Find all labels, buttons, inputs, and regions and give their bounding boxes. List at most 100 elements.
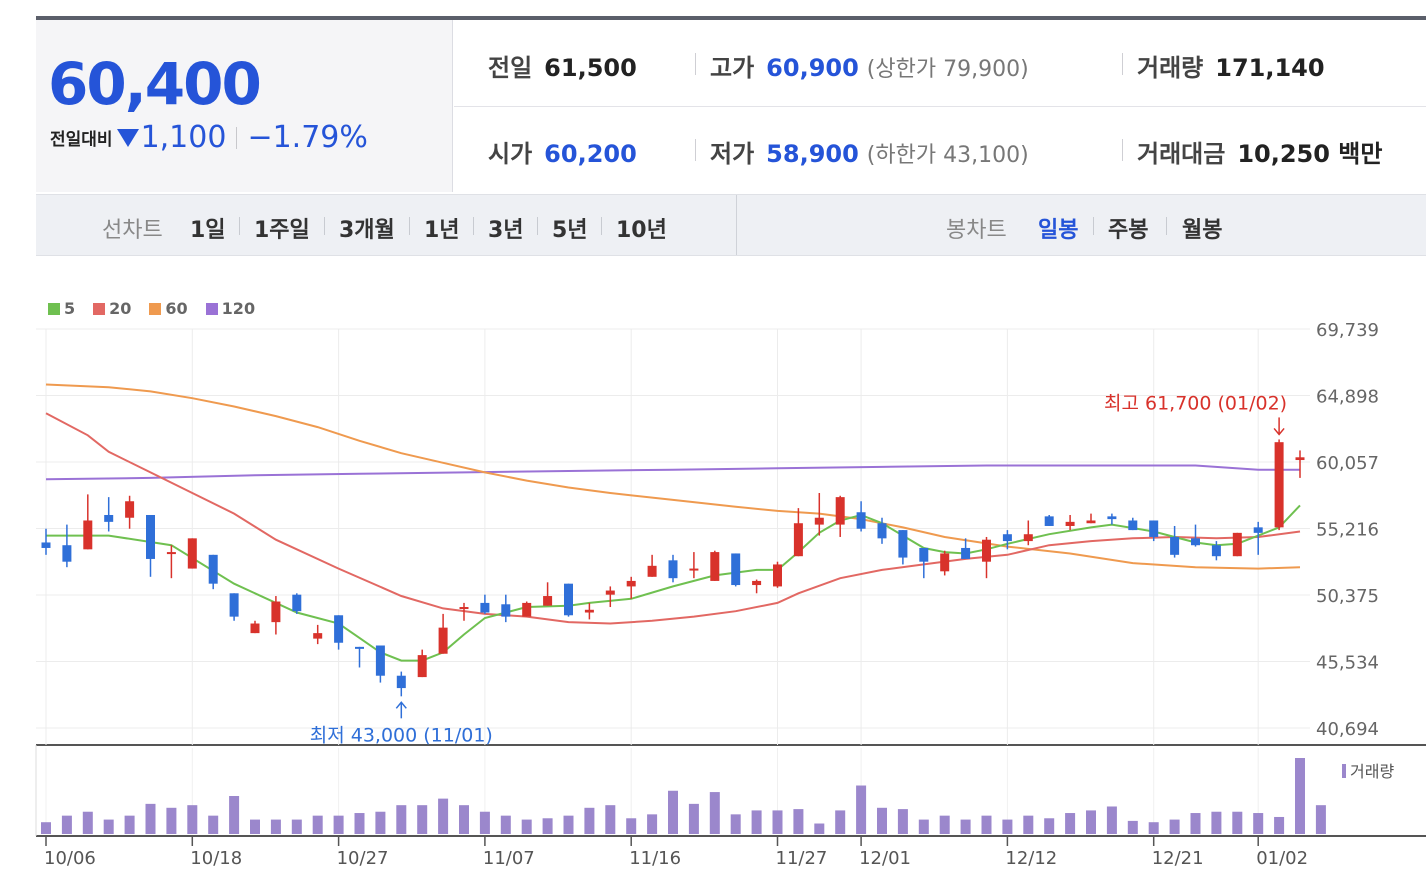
- candle-body: [417, 655, 427, 678]
- legend-label: 120: [221, 299, 256, 318]
- period-5y[interactable]: 5년: [552, 218, 588, 243]
- change-row: 전일대비 1,100 −1.79%: [50, 120, 368, 155]
- x-tick-label: 01/02: [1256, 848, 1308, 869]
- candle: [961, 538, 971, 559]
- candle: [940, 550, 950, 576]
- period-1y[interactable]: 1년: [424, 218, 460, 243]
- volume-bar: [229, 796, 240, 834]
- candle: [835, 495, 845, 537]
- candle: [543, 582, 553, 606]
- candle: [1128, 517, 1138, 531]
- volume-bar: [688, 803, 699, 834]
- period-3m[interactable]: 3개월: [339, 218, 395, 243]
- volume-bar: [1211, 811, 1222, 834]
- volume-bar: [751, 810, 762, 834]
- change-label: 전일대비: [50, 130, 113, 150]
- candle: [313, 624, 323, 645]
- low-arrow-head: [395, 701, 407, 709]
- stat-label: 고가: [710, 54, 755, 82]
- candle: [982, 536, 991, 579]
- period-1w[interactable]: 1주일: [254, 218, 310, 243]
- volume-bar: [417, 805, 428, 834]
- candle: [919, 547, 929, 579]
- stat-trade-value: 거래대금 10,250 백만: [1137, 134, 1382, 169]
- volume-bar: [668, 790, 678, 834]
- candle-body: [1170, 536, 1180, 555]
- volume-legend-swatch: [1342, 764, 1346, 778]
- candle: [1253, 521, 1263, 555]
- y-tick-label: 50,375: [1316, 586, 1379, 607]
- y-tick-label: 55,216: [1316, 520, 1379, 541]
- candle: [564, 583, 573, 617]
- volume-bar: [960, 819, 971, 834]
- stat-sub-value: 79,900): [943, 57, 1029, 82]
- candle-body: [104, 514, 114, 522]
- stat-label: 전일: [488, 54, 533, 82]
- candle: [793, 508, 803, 557]
- stat-value: 10,250 백만: [1237, 140, 1383, 168]
- candle-body: [752, 580, 762, 586]
- candle-body: [584, 609, 594, 613]
- x-tick-label: 12/12: [1005, 848, 1057, 869]
- candle: [375, 645, 385, 683]
- candle-body: [459, 607, 469, 610]
- candle-body: [250, 623, 260, 634]
- volume-bar: [396, 805, 407, 834]
- candle: [1044, 514, 1054, 526]
- candle: [522, 601, 532, 617]
- candle-body: [41, 542, 51, 548]
- volume-bar: [981, 815, 992, 834]
- candle-weekly[interactable]: 주봉: [1108, 218, 1149, 243]
- legend-ma20: 20: [93, 299, 131, 318]
- period-3y[interactable]: 3년: [488, 218, 524, 243]
- stat-label: 거래량: [1137, 54, 1204, 82]
- legend-ma5: 5: [48, 299, 75, 318]
- period-divider: [473, 217, 474, 235]
- period-10y[interactable]: 10년: [616, 218, 667, 243]
- candle-body: [83, 520, 93, 550]
- candle-body: [940, 553, 950, 572]
- period-1d[interactable]: 1일: [190, 218, 226, 243]
- candle-body: [1253, 527, 1263, 533]
- candle-body: [208, 554, 218, 584]
- legend-swatch: [149, 302, 162, 315]
- volume-bar: [1232, 811, 1243, 834]
- volume-bar: [730, 814, 741, 834]
- stat-divider: [695, 139, 696, 161]
- candle: [605, 586, 615, 608]
- volume-bar: [647, 814, 658, 834]
- volume-bar: [354, 813, 365, 834]
- candle: [438, 613, 448, 654]
- volume-bar: [584, 807, 595, 834]
- candle-body: [835, 497, 845, 525]
- candle-body: [1128, 520, 1138, 531]
- line-chart-options: 선차트 1일 1주일 3개월 1년 3년 5년 10년: [36, 195, 737, 255]
- candle: [62, 524, 72, 568]
- volume-bar: [61, 815, 72, 834]
- candle-body: [982, 539, 991, 562]
- candle-body: [605, 590, 615, 595]
- y-tick-label: 40,694: [1316, 719, 1379, 740]
- candle: [1295, 450, 1305, 478]
- stat-value: 58,900: [766, 140, 859, 168]
- volume-bar: [1127, 820, 1138, 834]
- candle-daily[interactable]: 일봉: [1038, 218, 1079, 243]
- candle-body: [814, 517, 824, 525]
- candle-body: [1274, 442, 1284, 528]
- stat-value: 60,200: [544, 140, 637, 168]
- candle: [146, 514, 155, 577]
- volume-bar: [1002, 819, 1013, 834]
- volume-bar: [877, 807, 887, 834]
- price-summary: 60,400 전일대비 1,100 −1.79% 전일 61,500 고가 60…: [36, 20, 1426, 192]
- volume-bar: [333, 815, 344, 834]
- volume-bar: [856, 785, 867, 834]
- stat-sub: (상한가 79,900): [867, 51, 1029, 83]
- candle-monthly[interactable]: 월봉: [1182, 218, 1223, 243]
- candle-body: [668, 560, 678, 579]
- x-tick-label: 12/01: [859, 848, 911, 869]
- candle-body: [187, 538, 197, 569]
- volume-bar: [291, 819, 302, 834]
- volume-bar: [166, 807, 177, 834]
- candle: [417, 649, 427, 678]
